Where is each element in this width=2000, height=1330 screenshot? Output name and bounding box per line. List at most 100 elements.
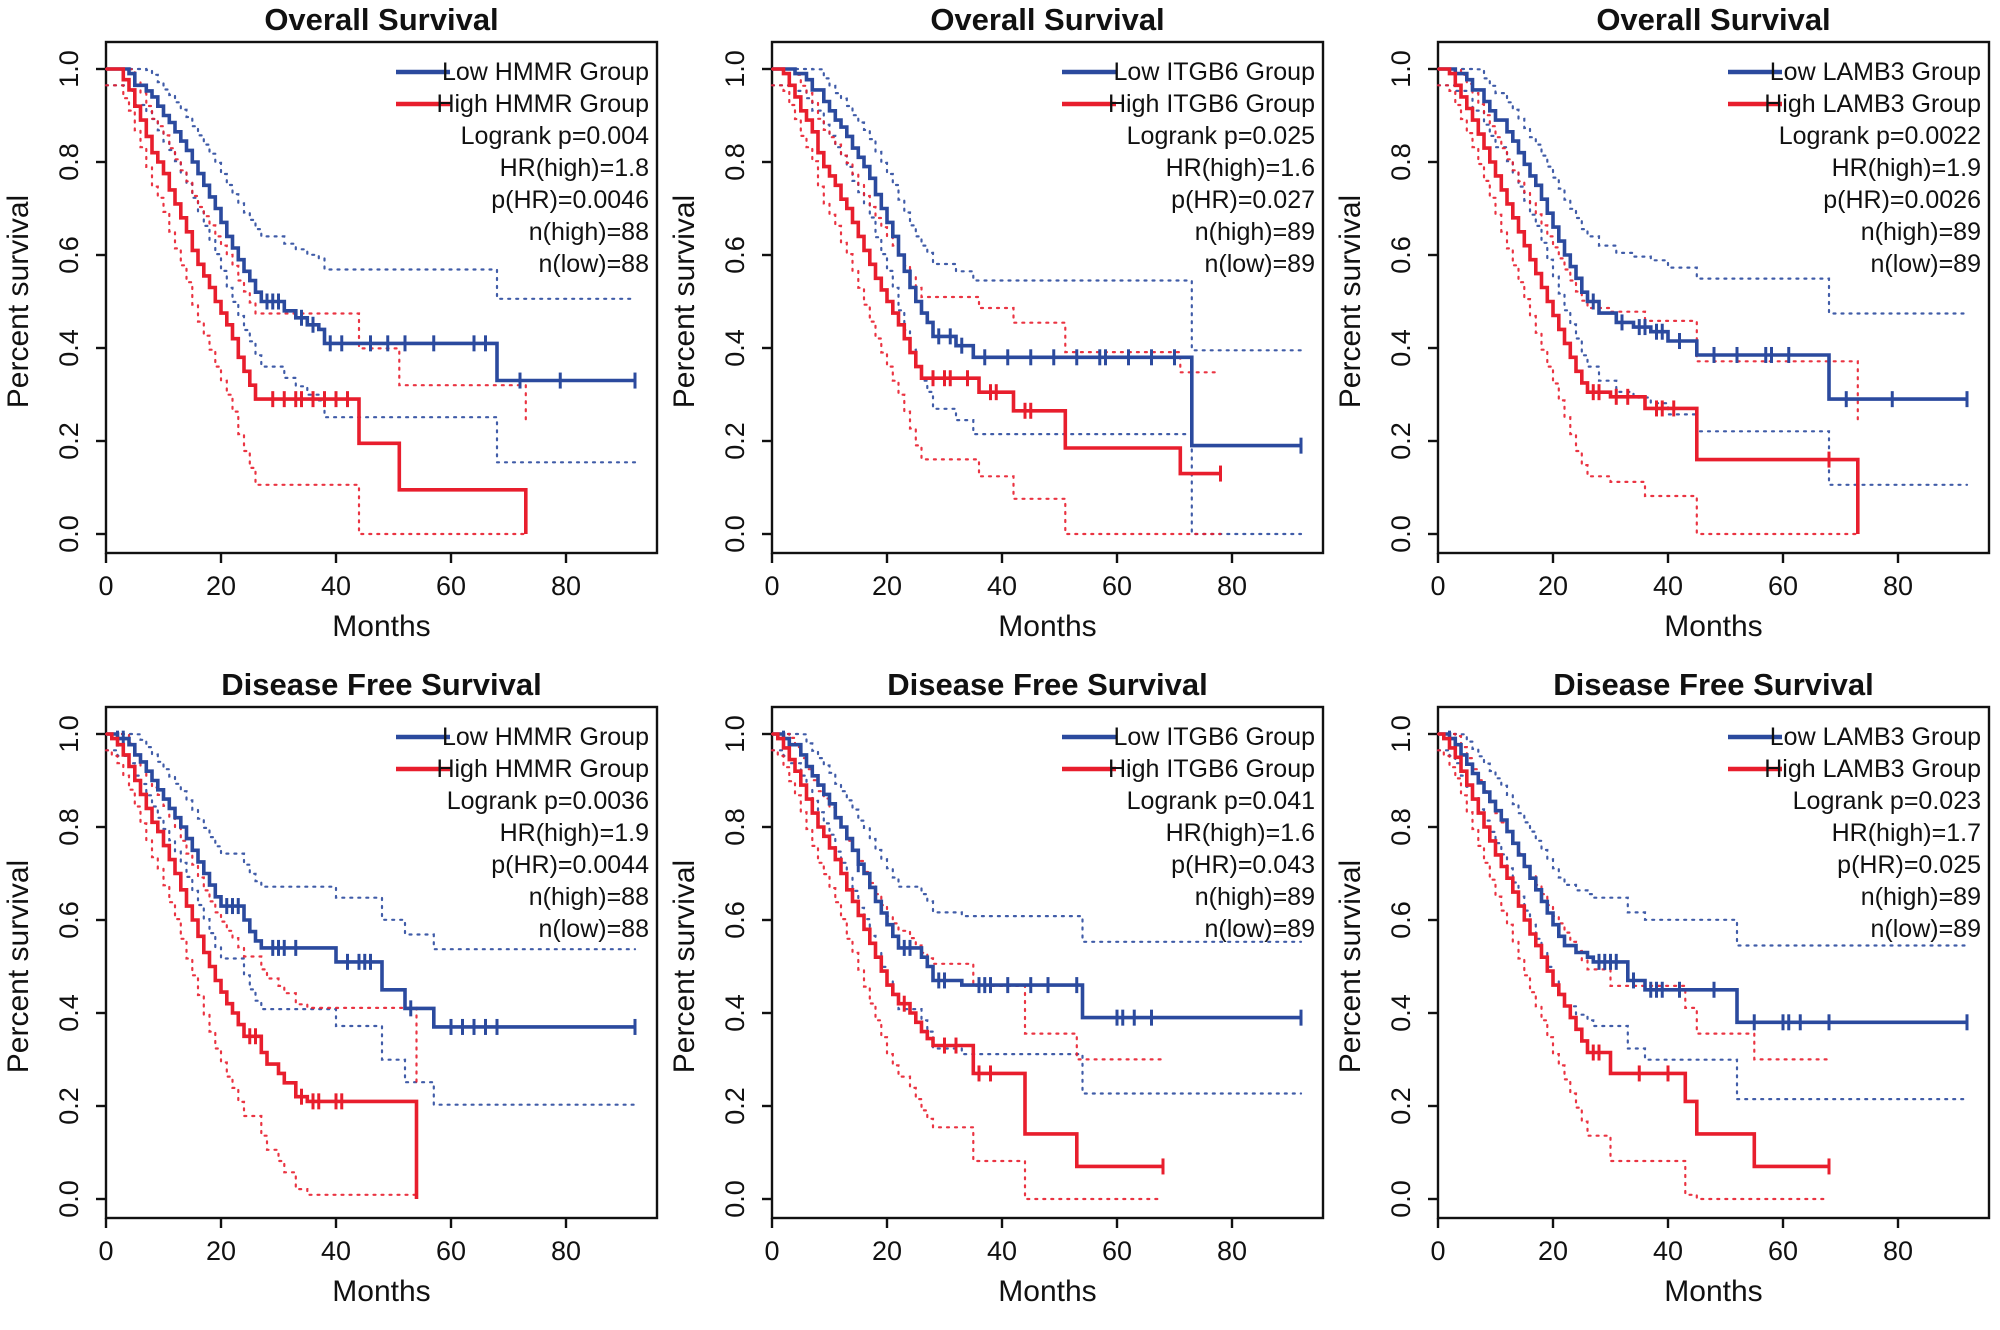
stat-line-0: Logrank p=0.0022: [1779, 122, 1981, 150]
y-tick-label: 0.6: [1386, 236, 1416, 274]
panel-overall-survival-hmmr: 0 20 40 60 80 Months 0.0 0.2 0.4 0.6 0.8 1.0 Percent…: [0, 0, 666, 665]
high-ci-upper: [104, 732, 418, 1087]
x-tick-label: 0: [764, 1236, 779, 1266]
plot-box: [1436, 40, 1991, 555]
y-tick-label: 0.4: [1386, 329, 1416, 367]
y-axis: 0.0 0.2 0.4 0.6 0.8 1.0 Percent survival: [2, 715, 106, 1218]
y-tick-label: 0.8: [54, 808, 84, 846]
y-axis-title: Percent survival: [1334, 195, 1367, 408]
low-censor-marks: [265, 293, 637, 389]
low-ci-upper: [104, 732, 637, 951]
y-tick-label: 0.0: [1386, 515, 1416, 553]
y-tick-label: 0.0: [1386, 1180, 1416, 1218]
legend: Low HMMR Group High HMMR Group Logrank p=0…: [396, 723, 649, 943]
y-axis: 0.0 0.2 0.4 0.6 0.8 1.0 Percent survival: [2, 50, 106, 553]
y-tick-label: 0.8: [720, 143, 750, 181]
y-tick-label: 1.0: [54, 715, 84, 753]
x-tick-label: 20: [1538, 571, 1568, 601]
panel-title: Disease Free Survival: [887, 667, 1208, 702]
y-tick-label: 0.0: [720, 515, 750, 553]
high-censor-marks: [248, 1028, 344, 1110]
km-plot-itgb6-dfs: 0 20 40 60 80 Months 0.0 0.2 0.4 0.6 0.8 1.0 Percent…: [668, 667, 1325, 1308]
y-tick-label: 0.6: [54, 236, 84, 274]
y-axis: 0.0 0.2 0.4 0.6 0.8 1.0 Percent survival: [1334, 50, 1438, 553]
x-tick-label: 80: [1883, 1236, 1913, 1266]
low-survival-curve: [772, 67, 1301, 448]
legend-high-label: High HMMR Group: [436, 90, 649, 118]
high-survival-curve: [1438, 732, 1829, 1169]
low-survival-curve: [1438, 67, 1967, 401]
high-ci-lower: [770, 749, 1165, 1201]
legend: Low ITGB6 Group High ITGB6 Group Logrank p…: [1062, 58, 1315, 278]
y-tick-label: 0.0: [54, 1180, 84, 1218]
y-tick-label: 0.0: [54, 515, 84, 553]
km-plot-lamb3-os: 0 20 40 60 80 Months 0.0 0.2 0.4 0.6 0.8 1.0 Percent…: [1334, 2, 1991, 643]
x-tick-label: 0: [98, 571, 113, 601]
panel-title: Overall Survival: [930, 2, 1164, 37]
legend-low-label: Low HMMR Group: [442, 723, 649, 751]
high-ci-upper: [104, 67, 527, 422]
legend-low-label: Low LAMB3 Group: [1770, 723, 1981, 751]
x-tick-label: 80: [551, 1236, 581, 1266]
stat-line-3: n(high)=88: [529, 218, 649, 246]
low-ci-upper: [104, 67, 637, 300]
x-axis: 0 20 40 60 80 Months: [98, 553, 581, 643]
x-tick-label: 80: [1217, 1236, 1247, 1266]
plot-box: [770, 705, 1325, 1220]
legend-high-label: High LAMB3 Group: [1764, 755, 1981, 783]
x-tick-label: 60: [1768, 1236, 1798, 1266]
x-tick-label: 60: [436, 1236, 466, 1266]
legend-high-label: High LAMB3 Group: [1764, 90, 1981, 118]
stat-line-2: p(HR)=0.027: [1171, 186, 1315, 214]
stat-line-0: Logrank p=0.0036: [447, 787, 649, 815]
y-axis: 0.0 0.2 0.4 0.6 0.8 1.0 Percent survival: [1334, 715, 1438, 1218]
y-tick-label: 0.8: [54, 143, 84, 181]
panel-title: Overall Survival: [264, 2, 498, 37]
x-axis-title: Months: [998, 610, 1096, 643]
y-axis-title: Percent survival: [1334, 860, 1367, 1073]
stat-line-3: n(high)=88: [529, 883, 649, 911]
x-tick-label: 0: [98, 1236, 113, 1266]
y-tick-label: 0.2: [1386, 1087, 1416, 1125]
y-tick-label: 0.4: [720, 329, 750, 367]
y-tick-label: 0.4: [54, 329, 84, 367]
stat-line-1: HR(high)=1.6: [1166, 154, 1315, 182]
high-survival-curve: [1438, 67, 1860, 534]
stat-line-1: HR(high)=1.7: [1832, 819, 1981, 847]
y-tick-label: 0.6: [1386, 901, 1416, 939]
km-plot-hmmr-dfs: 0 20 40 60 80 Months 0.0 0.2 0.4 0.6 0.8 1.0 Percent…: [2, 667, 659, 1308]
x-tick-label: 40: [1653, 571, 1683, 601]
x-tick-label: 20: [206, 571, 236, 601]
panel-disease-free-survival-lamb3: 0 20 40 60 80 Months 0.0 0.2 0.4 0.6 0.8 1.0 Percent…: [1332, 665, 1998, 1330]
y-tick-label: 0.2: [54, 422, 84, 460]
legend-high-label: High ITGB6 Group: [1108, 755, 1315, 783]
plot-box: [104, 705, 659, 1220]
low-censor-marks: [937, 328, 1303, 454]
legend: Low ITGB6 Group High ITGB6 Group Logrank p…: [1062, 723, 1315, 943]
high-ci-lower: [104, 749, 418, 1201]
y-tick-label: 1.0: [720, 715, 750, 753]
stat-line-3: n(high)=89: [1861, 883, 1981, 911]
stat-line-1: HR(high)=1.9: [500, 819, 649, 847]
plot-box: [770, 40, 1325, 555]
x-tick-label: 20: [872, 571, 902, 601]
stat-line-2: p(HR)=0.025: [1837, 851, 1981, 879]
low-survival-curve: [1438, 732, 1967, 1025]
x-tick-label: 80: [551, 571, 581, 601]
panel-title: Disease Free Survival: [221, 667, 542, 702]
x-tick-label: 60: [1768, 571, 1798, 601]
low-ci-lower: [104, 749, 637, 1106]
x-tick-label: 20: [1538, 1236, 1568, 1266]
high-ci-lower: [770, 84, 1222, 536]
low-ci-lower: [1436, 84, 1969, 486]
stat-line-3: n(high)=89: [1195, 883, 1315, 911]
x-axis-title: Months: [998, 1275, 1096, 1308]
x-tick-label: 0: [764, 571, 779, 601]
legend-high-label: High ITGB6 Group: [1108, 90, 1315, 118]
high-censor-marks: [1591, 384, 1831, 468]
plot-box: [1436, 705, 1991, 1220]
high-censor-marks: [902, 995, 1165, 1175]
low-ci-upper: [1436, 67, 1969, 315]
stat-line-0: Logrank p=0.025: [1127, 122, 1315, 150]
